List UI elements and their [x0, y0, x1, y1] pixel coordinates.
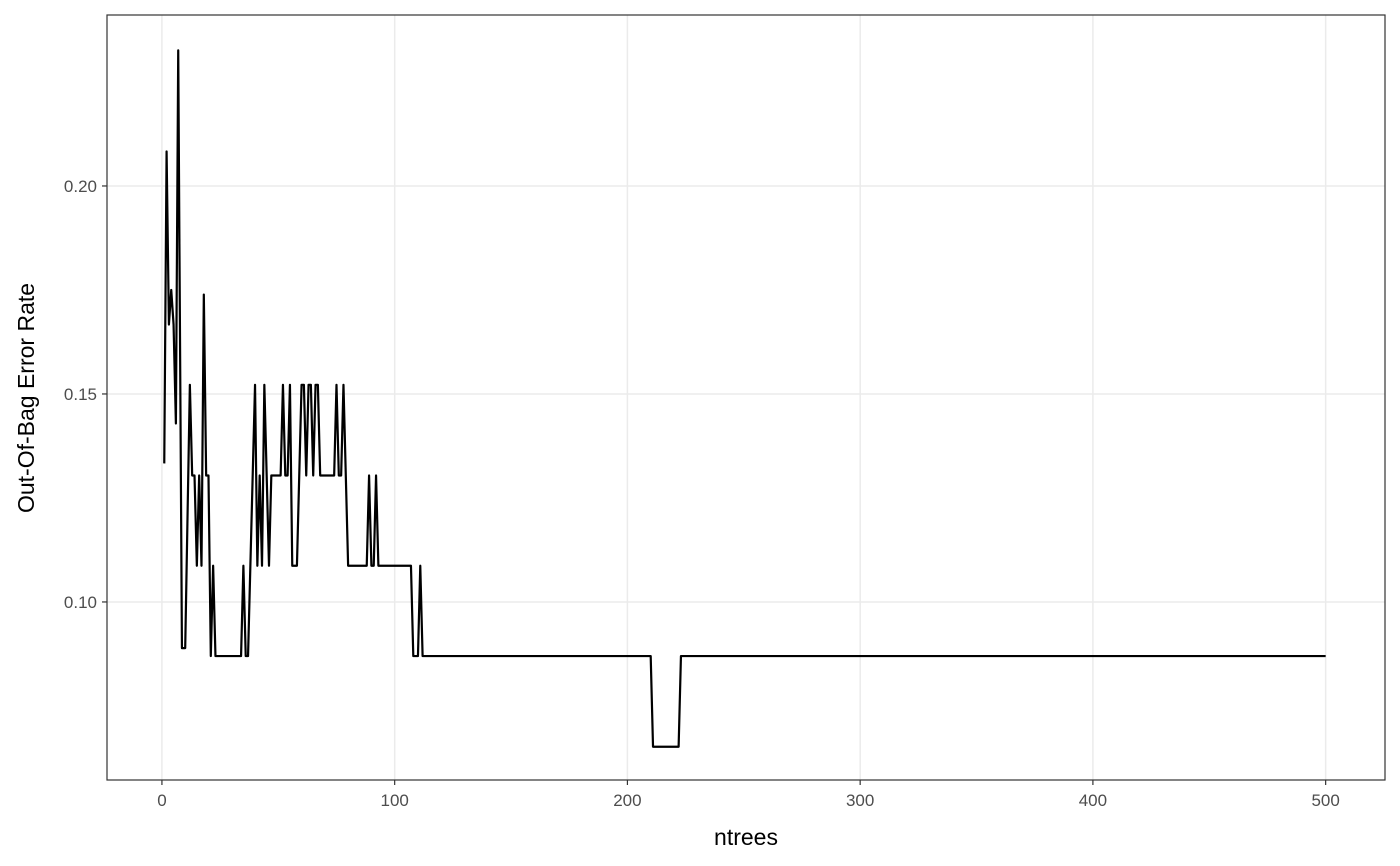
y-axis-title: Out-Of-Bag Error Rate — [13, 283, 39, 513]
panel-border — [106, 14, 1386, 781]
x-tick-label: 500 — [1311, 791, 1339, 810]
x-tick-label: 400 — [1079, 791, 1107, 810]
x-tick-label: 0 — [157, 791, 166, 810]
x-tick-label: 200 — [613, 791, 641, 810]
grid — [107, 15, 1385, 780]
y-tick-label: 0.20 — [64, 177, 97, 196]
data-line — [163, 49, 1326, 748]
plot-area — [163, 49, 1326, 748]
x-axis-title: ntrees — [714, 824, 778, 850]
x-tick-label: 300 — [846, 791, 874, 810]
x-tick-label: 100 — [380, 791, 408, 810]
y-tick-label: 0.10 — [64, 593, 97, 612]
y-tick-label: 0.15 — [64, 385, 97, 404]
